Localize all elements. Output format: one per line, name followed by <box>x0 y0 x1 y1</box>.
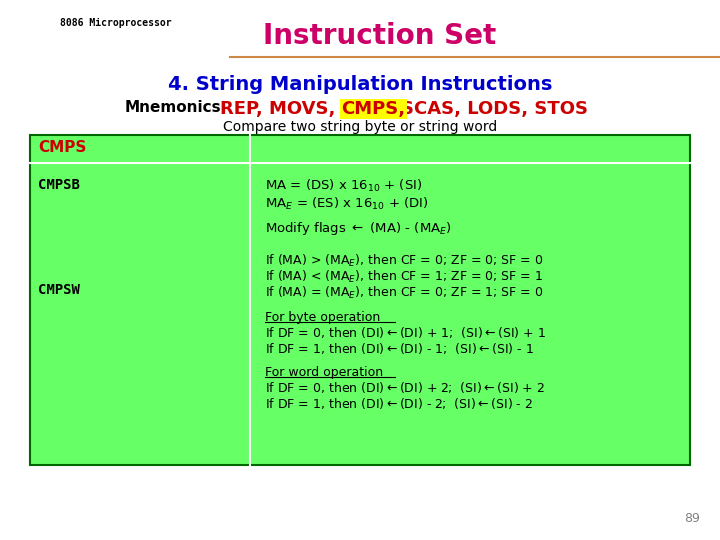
Text: MA$_E$ = (ES) x 16$_{10}$ + (DI): MA$_E$ = (ES) x 16$_{10}$ + (DI) <box>265 196 428 212</box>
Text: If DF = 0, then (DI)$\leftarrow$(DI) + 1;  (SI)$\leftarrow$(SI) + 1: If DF = 0, then (DI)$\leftarrow$(DI) + 1… <box>265 325 546 340</box>
Text: If DF = 1, then (DI)$\leftarrow$(DI) - 1;  (SI)$\leftarrow$(SI) - 1: If DF = 1, then (DI)$\leftarrow$(DI) - 1… <box>265 341 534 356</box>
Text: If DF = 0, then (DI)$\leftarrow$(DI) + 2;  (SI)$\leftarrow$(SI) + 2: If DF = 0, then (DI)$\leftarrow$(DI) + 2… <box>265 380 545 395</box>
Text: REP, MOVS,: REP, MOVS, <box>220 100 336 118</box>
Text: CMPS,: CMPS, <box>341 100 405 118</box>
Text: For byte operation: For byte operation <box>265 311 380 324</box>
Text: If (MA) = (MA$_E$), then CF = 0; ZF = 1; SF = 0: If (MA) = (MA$_E$), then CF = 0; ZF = 1;… <box>265 285 544 301</box>
Text: 8086 Microprocessor: 8086 Microprocessor <box>60 18 171 28</box>
Text: SCAS, LODS, STOS: SCAS, LODS, STOS <box>401 100 588 118</box>
Text: CMPSW: CMPSW <box>38 283 80 297</box>
Text: 89: 89 <box>684 512 700 525</box>
Text: If (MA) < (MA$_E$), then CF = 1; ZF = 0; SF = 1: If (MA) < (MA$_E$), then CF = 1; ZF = 0;… <box>265 269 543 285</box>
Text: CMPS: CMPS <box>38 140 86 155</box>
Text: 4. String Manipulation Instructions: 4. String Manipulation Instructions <box>168 75 552 94</box>
Text: Instruction Set: Instruction Set <box>264 22 497 50</box>
Text: MA = (DS) x 16$_{10}$ + (SI): MA = (DS) x 16$_{10}$ + (SI) <box>265 178 423 194</box>
FancyBboxPatch shape <box>30 135 690 465</box>
Text: Compare two string byte or string word: Compare two string byte or string word <box>223 120 497 134</box>
Text: Modify flags $\leftarrow$ (MA) - (MA$_E$): Modify flags $\leftarrow$ (MA) - (MA$_E$… <box>265 220 452 237</box>
Text: For word operation: For word operation <box>265 366 383 379</box>
Text: If (MA) > (MA$_E$), then CF = 0; ZF = 0; SF = 0: If (MA) > (MA$_E$), then CF = 0; ZF = 0;… <box>265 253 544 269</box>
Text: CMPSB: CMPSB <box>38 178 80 192</box>
Text: Mnemonics:: Mnemonics: <box>125 100 228 115</box>
Text: If DF = 1, then (DI)$\leftarrow$(DI) - 2;  (SI)$\leftarrow$(SI) - 2: If DF = 1, then (DI)$\leftarrow$(DI) - 2… <box>265 396 533 411</box>
